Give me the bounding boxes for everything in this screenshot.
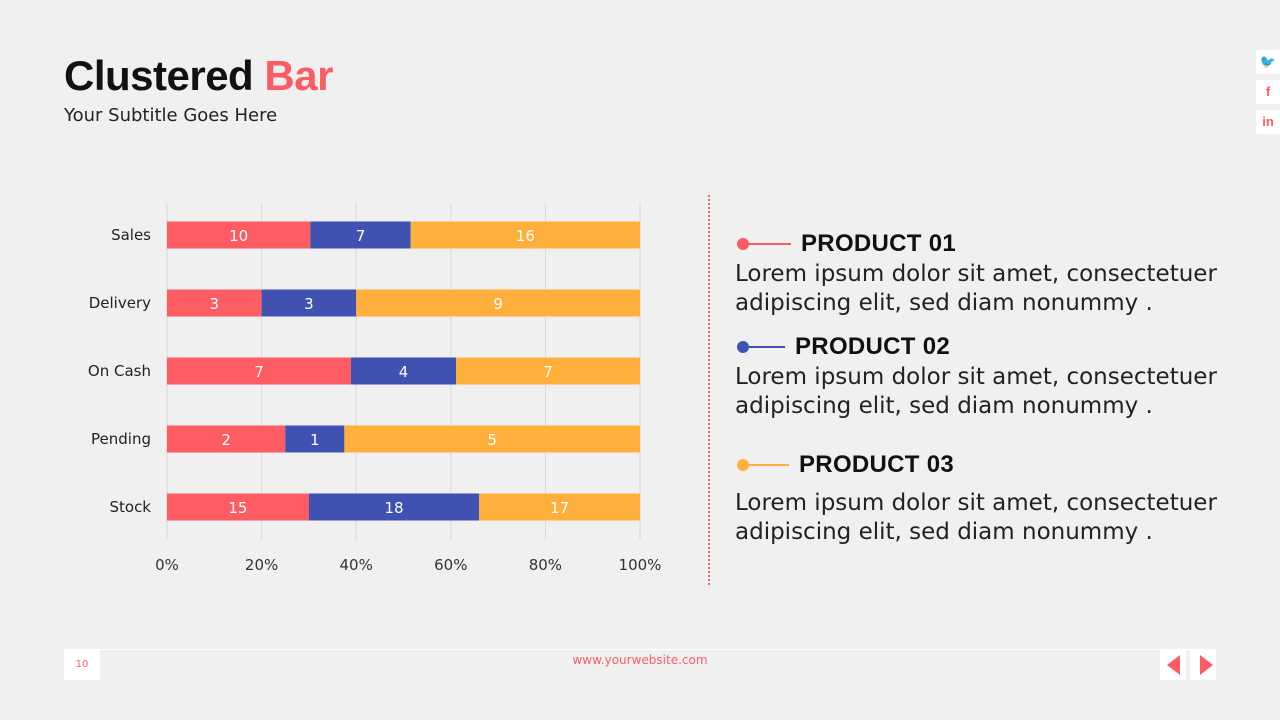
bar-segment [285,425,345,453]
x-tick-label: 40% [340,556,373,574]
prev-button[interactable] [1160,650,1186,680]
data-label: 4 [399,363,409,381]
product-title: PRODUCT 02 [795,333,951,360]
website-link[interactable]: www.yourwebsite.com [572,653,708,667]
divider [708,195,710,585]
data-label: 15 [228,499,247,517]
product-title: PRODUCT 01 [801,230,957,257]
category-label: Delivery [89,294,151,312]
title-accent: Bar [264,52,333,99]
data-label: 1 [310,431,320,449]
data-label: 9 [493,295,503,313]
x-tick-label: 0% [155,556,179,574]
data-label: 7 [254,363,264,381]
data-label: 7 [543,363,553,381]
linkedin-icon[interactable]: in [1256,110,1280,134]
data-label: 17 [550,499,569,517]
bar-segment [308,493,480,521]
bar-segment [310,221,411,249]
product-02: PRODUCT 02 Lorem ipsum dolor sit amet, c… [735,333,1255,421]
data-label: 3 [210,295,220,313]
bar-segment [167,425,286,453]
data-label: 5 [487,431,497,449]
x-tick-label: 100% [619,556,662,574]
product-desc: Lorem ipsum dolor sit amet, consectetuer… [735,261,1217,316]
category-label: Pending [91,430,151,448]
line-icon [749,243,791,245]
bar-segment [410,221,640,249]
x-tick-label: 60% [434,556,467,574]
data-label: 10 [229,227,248,245]
data-label: 2 [221,431,231,449]
data-label: 7 [356,227,366,245]
dot-icon [737,238,749,250]
category-label: Sales [111,226,151,244]
arrow-right-icon [1200,655,1213,675]
product-desc: Lorem ipsum dolor sit amet, consectetuer… [735,364,1217,419]
product-03: PRODUCT 03 Lorem ipsum dolor sit amet, c… [735,451,1255,547]
footer-line [64,649,1216,650]
line-icon [749,346,785,348]
bar-segment [167,221,311,249]
data-label: 18 [384,499,403,517]
page-title: Clustered Bar [64,52,333,100]
page-subtitle: Your Subtitle Goes Here [64,105,278,126]
data-label: 16 [516,227,535,245]
x-tick-label: 20% [245,556,278,574]
title-main: Clustered [64,52,265,99]
category-label: On Cash [88,362,151,380]
x-tick-label: 80% [529,556,562,574]
bar-segment [479,493,640,521]
dot-icon [737,459,749,471]
line-icon [749,464,789,466]
dot-icon [737,341,749,353]
product-01: PRODUCT 01 Lorem ipsum dolor sit amet, c… [735,230,1255,318]
product-title: PRODUCT 03 [799,451,955,478]
bar-segment [167,289,262,317]
stacked-bar-chart: 0% 20% 40% 60% 80% 100% Sales 10 7 16 Delivery 3 3 9 O… [88,203,662,574]
category-label: Stock [109,498,151,516]
data-label: 3 [304,295,314,313]
bar-segment [167,357,351,385]
arrow-left-icon [1167,655,1180,675]
bar-segment [350,357,457,385]
bar-segment [356,289,640,317]
bar-segment [167,493,309,521]
bar-segment [344,425,640,453]
twitter-icon[interactable]: 🐦 [1256,50,1280,74]
product-desc: Lorem ipsum dolor sit amet, consectetuer… [735,490,1217,545]
bar-segment [456,357,640,385]
page-number: 10 [64,650,100,680]
next-button[interactable] [1190,650,1216,680]
bar-segment [261,289,357,317]
facebook-icon[interactable]: f [1256,80,1280,104]
